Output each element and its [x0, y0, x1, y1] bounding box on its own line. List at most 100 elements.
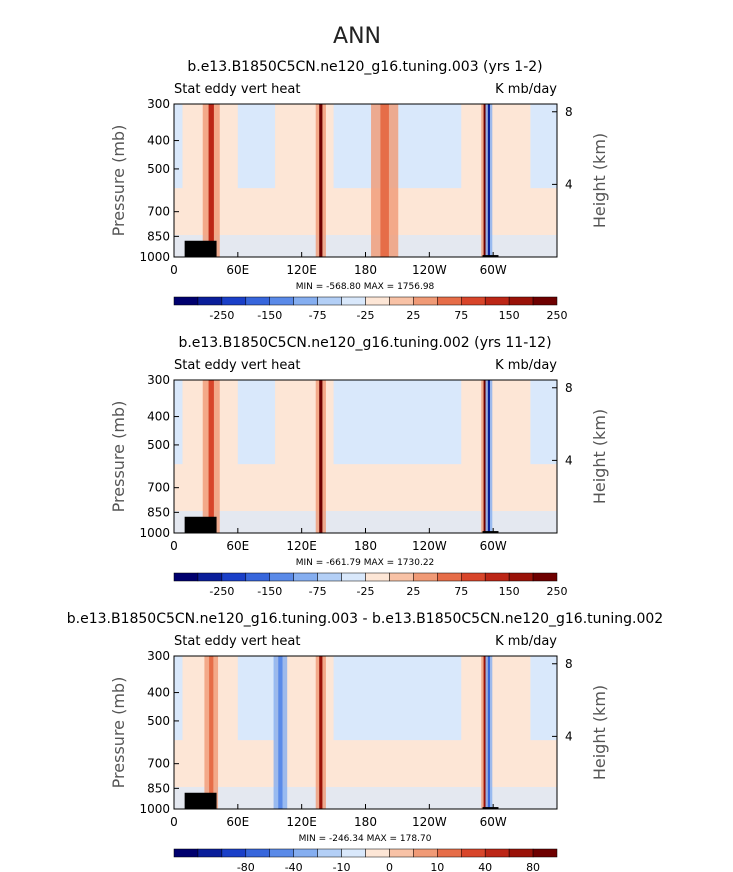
x-tick-label: 180: [354, 539, 377, 553]
y-tick-label: 850: [147, 229, 170, 243]
x-tick-label: 60E: [226, 539, 249, 553]
y-tick-label: 300: [147, 373, 170, 387]
x-tick-label: 0: [170, 815, 178, 829]
heatmap-region: [333, 656, 462, 741]
colorbar-label: 150: [499, 309, 520, 322]
heatmap-region: [174, 104, 183, 189]
colorbar-swatch: [437, 572, 462, 582]
heatmap-region: [333, 380, 462, 465]
y-tick-label: 400: [147, 134, 170, 148]
colorbar-swatch: [413, 296, 438, 306]
heatmap-region: [174, 380, 183, 465]
y-axis-right-title: Height (km): [590, 685, 609, 780]
panel-right-label: K mb/day: [495, 82, 557, 97]
colorbar-swatch: [317, 296, 342, 306]
heatmap-field: [174, 380, 557, 533]
y-axis-right-title: Height (km): [590, 409, 609, 504]
colorbar-label: 25: [406, 585, 420, 598]
height-tick-label: 8: [565, 381, 573, 395]
topography-mask: [482, 807, 499, 809]
colorbar-swatch: [341, 572, 366, 582]
y-tick-label: 700: [147, 481, 170, 495]
x-tick-label: 60E: [226, 815, 249, 829]
colorbar-swatch: [341, 296, 366, 306]
heatmap-region: [237, 656, 276, 741]
colorbar-swatch: [508, 296, 534, 306]
colorbar-label: -75: [309, 309, 327, 322]
min-max-stats: MIN = -568.80 MAX = 1756.98: [296, 282, 435, 292]
heatmap-feature: [208, 380, 214, 533]
heatmap-feature: [380, 104, 389, 257]
colorbar-label: 250: [547, 309, 568, 322]
colorbar-swatch: [197, 848, 223, 858]
colorbar-label: -10: [333, 861, 351, 872]
colorbar-swatch: [341, 848, 366, 858]
panel-right-label: K mb/day: [495, 358, 557, 373]
x-tick-label: 120E: [286, 539, 317, 553]
y-tick-label: 1000: [139, 802, 170, 816]
colorbar-swatch: [317, 572, 342, 582]
x-tick-label: 180: [354, 815, 377, 829]
colorbar-label: 25: [406, 309, 420, 322]
y-tick-label: 400: [147, 410, 170, 424]
x-tick-label: 60W: [480, 539, 507, 553]
colorbar-label: -80: [237, 861, 255, 872]
x-tick-label: 120W: [412, 263, 447, 277]
heatmap-feature: [487, 380, 490, 533]
colorbar-label: -40: [285, 861, 303, 872]
heatmap-field: [174, 656, 557, 809]
heatmap-region: [530, 380, 557, 465]
topography-mask: [184, 240, 217, 257]
x-tick-label: 60E: [226, 263, 249, 277]
colorbar-swatch: [173, 572, 199, 582]
y-axis-right-title: Height (km): [590, 133, 609, 228]
colorbar-swatch: [484, 848, 510, 858]
topography-mask: [184, 516, 217, 533]
colorbar-swatch: [413, 848, 438, 858]
colorbar-label: -25: [357, 309, 375, 322]
panel-title: b.e13.B1850C5CN.ne120_g16.tuning.003 - b…: [67, 611, 663, 627]
colorbar-swatch: [508, 848, 534, 858]
colorbar-swatch: [389, 848, 414, 858]
y-axis-title: Pressure (mb): [109, 677, 128, 789]
height-tick-label: 8: [565, 657, 573, 671]
chart-panel-3: b.e13.B1850C5CN.ne120_g16.tuning.003 - b…: [67, 611, 663, 872]
x-tick-label: 120W: [412, 539, 447, 553]
panel-left-label: Stat eddy vert heat: [174, 82, 300, 97]
panel-right-label: K mb/day: [495, 634, 557, 649]
colorbar-swatch: [532, 296, 558, 306]
colorbar-swatch: [269, 572, 294, 582]
y-axis-title: Pressure (mb): [109, 125, 128, 237]
heatmap-region: [174, 511, 557, 533]
colorbar-swatch: [461, 296, 486, 306]
colorbar-label: 75: [454, 585, 468, 598]
colorbar-swatch: [221, 848, 247, 858]
colorbar-label: 0: [386, 861, 393, 872]
colorbar-label: 250: [547, 585, 568, 598]
chart-panel-2: b.e13.B1850C5CN.ne120_g16.tuning.002 (yr…: [109, 335, 609, 598]
colorbar-swatch: [293, 848, 318, 858]
colorbar-swatch: [389, 296, 414, 306]
colorbar-swatch: [245, 848, 270, 858]
colorbar-swatch: [221, 296, 247, 306]
x-tick-label: 120W: [412, 815, 447, 829]
x-tick-label: 0: [170, 263, 178, 277]
chart-panel-1: b.e13.B1850C5CN.ne120_g16.tuning.003 (yr…: [109, 59, 609, 322]
y-tick-label: 700: [147, 757, 170, 771]
x-tick-label: 180: [354, 263, 377, 277]
colorbar-swatch: [365, 572, 390, 582]
colorbar-swatch: [173, 848, 199, 858]
heatmap-feature: [319, 656, 323, 809]
heatmap-feature: [278, 656, 283, 809]
y-tick-label: 500: [147, 162, 170, 176]
colorbar-swatch: [484, 572, 510, 582]
heatmap-region: [530, 104, 557, 189]
y-tick-label: 400: [147, 686, 170, 700]
heatmap-feature: [483, 656, 486, 809]
colorbar-label: -150: [257, 309, 282, 322]
height-tick-label: 4: [565, 177, 573, 191]
colorbar-swatch: [269, 296, 294, 306]
y-tick-label: 1000: [139, 526, 170, 540]
panel-title: b.e13.B1850C5CN.ne120_g16.tuning.002 (yr…: [178, 335, 551, 351]
heatmap-feature: [483, 104, 486, 257]
